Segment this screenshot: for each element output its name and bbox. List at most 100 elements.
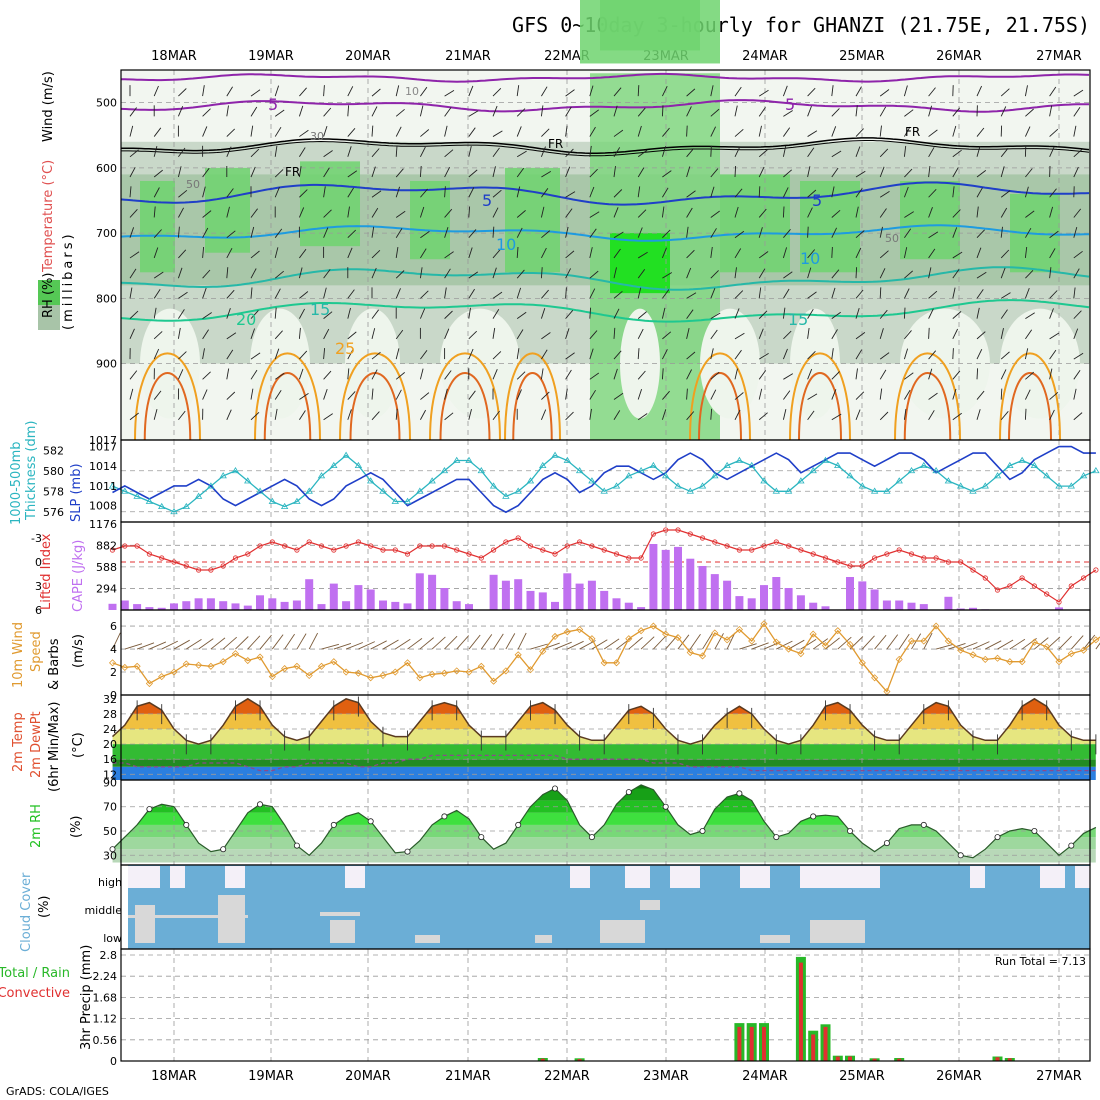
upper-barb-staff xyxy=(928,308,934,319)
bottom-date-label: 22MAR xyxy=(544,1069,590,1084)
wind10-point xyxy=(711,629,719,637)
upper-barb-staff xyxy=(710,145,712,157)
wind10-barb xyxy=(186,639,202,650)
cape-bar xyxy=(329,583,338,610)
rh2m-point xyxy=(920,821,927,828)
lifted-index-point xyxy=(921,555,927,561)
upper-barb-staff xyxy=(226,368,230,380)
upper-barb-staff xyxy=(1024,348,1029,360)
upper-barb-staff xyxy=(177,106,184,117)
upper-barb-staff xyxy=(928,267,932,279)
upper-barb-staff xyxy=(1049,128,1059,137)
upper-barb-staff xyxy=(589,126,596,137)
upper-barb-staff xyxy=(662,289,670,299)
cape-bar xyxy=(305,579,314,610)
upper-barb-staff xyxy=(976,390,985,400)
top-date-label: 24MAR xyxy=(742,49,788,64)
li-tick: -3 xyxy=(31,532,42,545)
wind10-barb xyxy=(776,640,793,650)
upper-barb-staff xyxy=(734,349,742,360)
contour-label: FR xyxy=(905,125,920,139)
thickness-point xyxy=(834,461,842,469)
upper-barb-staff xyxy=(202,85,205,97)
wind10-point xyxy=(231,650,240,658)
upper-barb-staff xyxy=(250,287,253,299)
upper-barb-staff xyxy=(492,369,498,380)
temp-contour-30 xyxy=(512,372,553,441)
upper-barb-staff xyxy=(807,267,812,279)
upper-barb-staff xyxy=(274,126,282,137)
upper-barb-staff xyxy=(202,186,206,198)
lifted-index-point xyxy=(441,543,447,549)
upper-barb-staff xyxy=(468,85,474,97)
wind10-point xyxy=(551,632,559,640)
lifted-index-point xyxy=(368,543,374,549)
upper-barb-staff xyxy=(686,249,695,259)
upper-barb-staff xyxy=(758,125,762,137)
wind10-barb xyxy=(161,640,178,650)
upper-barb-staff xyxy=(347,105,350,117)
wind10-barb xyxy=(1034,637,1049,650)
upper-barb-staff xyxy=(613,129,624,137)
upper-barb-staff xyxy=(250,106,258,117)
upper-barb-staff xyxy=(468,288,475,299)
upper-barb-staff xyxy=(879,191,890,198)
lifted-index-point xyxy=(626,555,632,561)
upper-barb-staff xyxy=(879,166,885,178)
upper-barb-staff xyxy=(855,307,860,319)
upper-barb-staff xyxy=(831,209,841,218)
wind10-point xyxy=(993,654,1002,662)
wind10-barb xyxy=(530,643,548,650)
upper-barb-staff xyxy=(1025,269,1034,279)
lifted-index-point xyxy=(613,551,620,557)
thickness-point xyxy=(133,492,141,499)
upper-barb-staff xyxy=(129,167,136,178)
upper-barb-staff xyxy=(1000,328,1004,339)
thickness-point xyxy=(551,451,559,458)
upper-barb-staff xyxy=(904,228,912,238)
upper-barb-staff xyxy=(686,106,692,117)
upper-barb-staff xyxy=(637,348,640,360)
upper-barb-staff xyxy=(541,349,548,360)
rh-dry-patch xyxy=(250,308,310,419)
wind10-tick: 6 xyxy=(110,620,117,633)
thickness-point xyxy=(575,466,584,474)
upper-barb-staff xyxy=(492,226,495,238)
wind10-point xyxy=(108,659,117,667)
wind10-point xyxy=(698,652,707,660)
cloud-high-clear xyxy=(970,866,985,888)
upper-barb-staff xyxy=(202,227,209,238)
temp-contour-25 xyxy=(134,352,201,441)
temp-contour-25 xyxy=(254,352,321,441)
upper-barb-staff xyxy=(637,227,643,238)
cape-bar xyxy=(219,601,228,610)
cape-bar xyxy=(206,598,215,610)
upper-barb-staff xyxy=(976,146,981,157)
upper-barb-staff xyxy=(541,188,549,198)
wind10-point xyxy=(662,630,670,638)
wind10-point xyxy=(354,669,362,677)
wind10-point xyxy=(195,661,203,669)
upper-barb-staff xyxy=(855,146,861,157)
wind10-barb xyxy=(1058,635,1072,650)
wind10-point xyxy=(920,637,928,645)
wind10-barb xyxy=(345,642,363,650)
upper-barb-staff xyxy=(371,267,377,279)
upper-barb-staff xyxy=(831,167,839,178)
upper-barb-staff xyxy=(928,392,938,400)
wind10-barb xyxy=(948,642,966,650)
lifted-index-point xyxy=(159,555,165,561)
cape-bar xyxy=(944,596,953,610)
upper-barb-staff xyxy=(419,368,424,380)
wind10-barb xyxy=(431,636,446,650)
upper-barb-staff xyxy=(1049,105,1053,117)
lifted-index-point xyxy=(712,539,718,545)
wind10-barb xyxy=(935,643,954,650)
upper-barb-staff xyxy=(952,149,962,158)
upper-barb-staff xyxy=(928,231,939,239)
wind10-barb xyxy=(1083,634,1096,650)
wind10-barb xyxy=(407,638,423,650)
contour-label: 10 xyxy=(405,85,419,98)
wind10-point xyxy=(588,635,596,643)
upper-barb-staff xyxy=(782,348,788,360)
